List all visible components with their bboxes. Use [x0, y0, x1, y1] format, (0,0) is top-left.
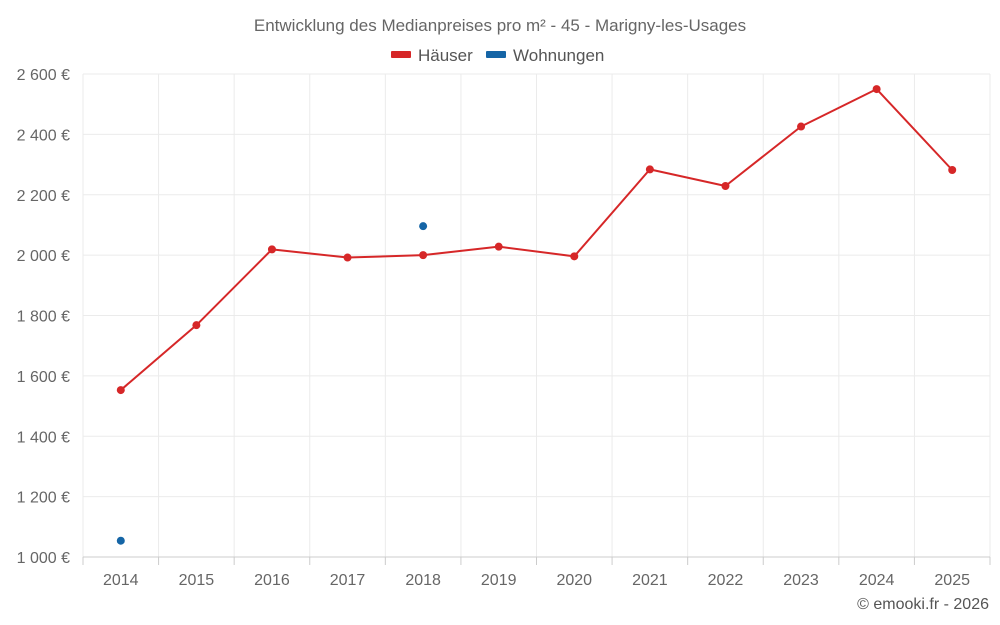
- y-tick-label: 1 800 €: [17, 309, 70, 326]
- x-tick-label: 2019: [481, 572, 517, 589]
- y-tick-label: 1 400 €: [17, 429, 70, 446]
- legend-label: Häuser: [418, 46, 473, 65]
- data-point: [797, 122, 806, 131]
- data-point: [948, 165, 957, 174]
- data-point: [645, 165, 654, 174]
- data-point: [116, 386, 125, 395]
- series-wohnungen: [116, 222, 428, 545]
- data-point: [570, 252, 579, 261]
- data-point: [192, 321, 201, 330]
- data-point: [872, 85, 881, 94]
- legend-swatch: [486, 51, 506, 58]
- x-tick-label: 2024: [859, 572, 895, 589]
- legend-swatch: [391, 51, 411, 58]
- x-tick-label: 2023: [783, 572, 819, 589]
- data-point: [419, 251, 428, 260]
- x-tick-label: 2016: [254, 572, 290, 589]
- legend-label: Wohnungen: [513, 46, 604, 65]
- x-tick-label: 2021: [632, 572, 668, 589]
- x-axis: 2014 2015 2016 2017 2018 2019 2020 2021 2022 2023…: [82, 556, 991, 589]
- x-tick-label: 2022: [708, 572, 744, 589]
- y-tick-label: 1 000 €: [17, 550, 70, 567]
- legend: Häuser Wohnungen: [391, 46, 604, 65]
- x-tick-label: 2017: [330, 572, 366, 589]
- y-tick-label: 2 000 €: [17, 248, 70, 265]
- data-point: [343, 253, 352, 262]
- x-tick-label: 2015: [179, 572, 215, 589]
- plot-area: [116, 85, 957, 545]
- data-point: [419, 222, 428, 231]
- x-tick-label: 2025: [934, 572, 970, 589]
- data-point: [721, 181, 730, 190]
- credit-text: © emooki.fr - 2026: [857, 596, 989, 613]
- y-tick-label: 1 200 €: [17, 490, 70, 507]
- y-axis: 1 000 € 1 200 € 1 400 € 1 600 € 1 800 € 2 000…: [17, 67, 70, 567]
- y-tick-label: 1 600 €: [17, 369, 70, 386]
- chart-title: Entwicklung des Medianpreises pro m² - 4…: [254, 16, 746, 35]
- y-tick-label: 2 200 €: [17, 188, 70, 205]
- data-point: [494, 242, 503, 251]
- x-tick-label: 2014: [103, 572, 139, 589]
- series-line: [120, 88, 953, 391]
- data-point: [116, 536, 125, 545]
- series-häuser: [116, 85, 957, 395]
- y-tick-label: 2 600 €: [17, 67, 70, 84]
- data-point: [267, 245, 276, 254]
- x-tick-label: 2020: [556, 572, 592, 589]
- grid: [82, 73, 991, 557]
- x-tick-label: 2018: [405, 572, 441, 589]
- y-tick-label: 2 400 €: [17, 127, 70, 144]
